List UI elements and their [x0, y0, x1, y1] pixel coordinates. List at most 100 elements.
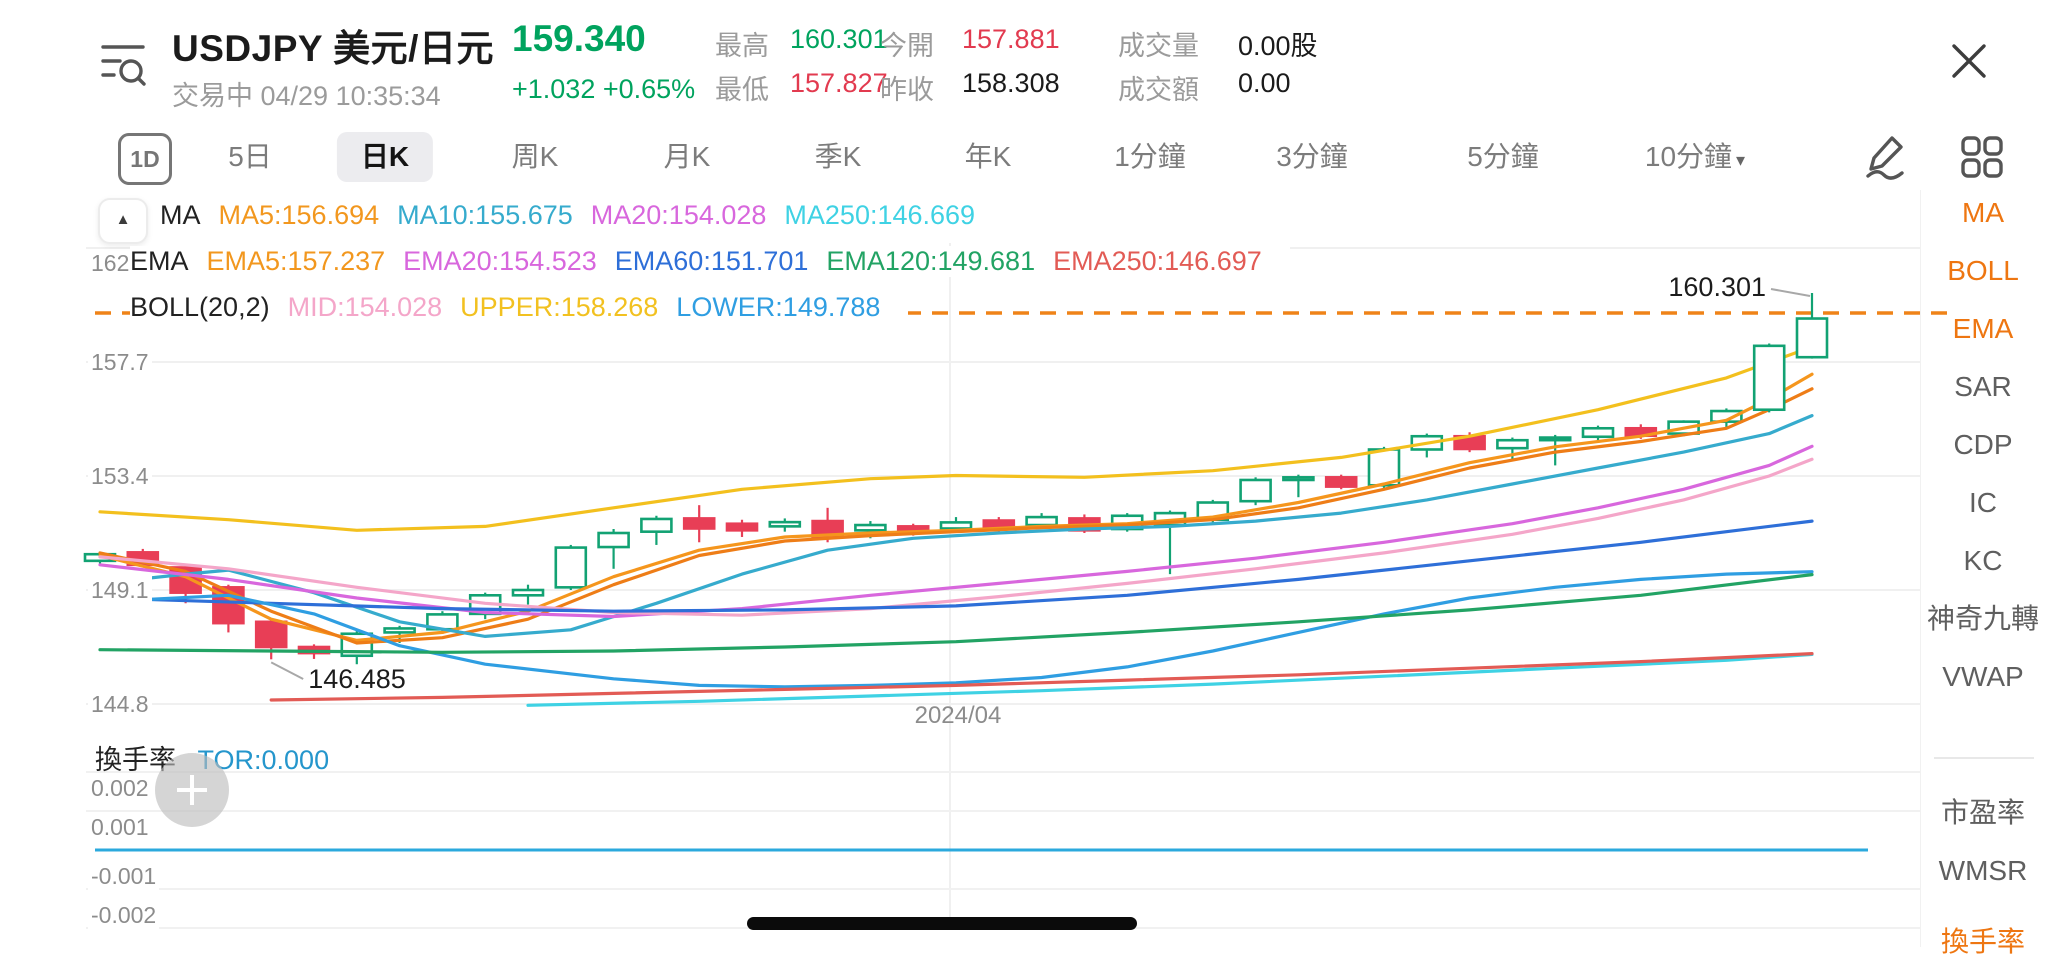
tor-label-n0001: -0.001	[88, 862, 160, 891]
add-indicator-fab[interactable]	[155, 753, 229, 827]
stat-label-volume: 成交量	[1118, 31, 1199, 61]
candle-body	[982, 519, 1016, 528]
boll-lower-value: LOWER:149.788	[676, 292, 881, 322]
candle-body	[597, 531, 630, 549]
y-axis-label-149-1: 149.1	[88, 576, 152, 605]
stat-label-high: 最高	[715, 31, 769, 61]
draw-pencil-icon[interactable]	[1862, 132, 1910, 182]
overlay-ema120	[98, 572, 1814, 654]
tor-label-0001: 0.001	[88, 813, 152, 842]
candle-body	[1367, 448, 1401, 487]
candle-body	[640, 517, 673, 533]
sidebar-item-turnover[interactable]: 換手率	[1940, 926, 2025, 957]
stat-value-low: 157.827	[790, 68, 888, 98]
candle-body	[725, 522, 759, 532]
boll-upper-value: UPPER:158.268	[460, 292, 659, 322]
high-annotation-label: 160.301	[1668, 272, 1766, 302]
x-axis-label: 2024/04	[914, 702, 1002, 729]
tab-quarterly-k[interactable]: 季K	[814, 141, 862, 172]
candle-body	[1752, 344, 1786, 412]
stat-label-turnover: 成交額	[1118, 75, 1199, 105]
tab-monthly-k[interactable]: 月K	[663, 141, 711, 172]
ema250-value: EMA250:146.697	[1053, 246, 1262, 276]
ma-legend-title: MA	[160, 200, 201, 230]
candle-body	[511, 588, 545, 597]
tab-10min-label: 10分鐘	[1644, 141, 1733, 172]
candle-body	[1795, 317, 1829, 359]
ema20-value: EMA20:154.523	[403, 246, 597, 276]
candle-body	[254, 620, 288, 649]
tab-weekly-k[interactable]: 周K	[511, 141, 559, 172]
stat-label-open: 今開	[880, 31, 934, 61]
sidebar-item-kc[interactable]: KC	[1963, 545, 2003, 576]
tab-10min-dropdown[interactable]: 10分鐘 ▾	[1645, 132, 1745, 182]
home-indicator[interactable]	[747, 917, 1137, 930]
tab-daily-k[interactable]: 日K	[336, 132, 434, 182]
overlay-ema20	[98, 444, 1814, 619]
candle-body	[854, 523, 887, 532]
sidebar-item-magic-nine[interactable]: 神奇九轉	[1926, 603, 2039, 634]
ema120-value: EMA120:149.681	[826, 246, 1036, 276]
sidebar-item-boll[interactable]: BOLL	[1947, 255, 2019, 286]
sidebar-item-ic[interactable]: IC	[1969, 487, 1997, 518]
price-change: +1.032 +0.65%	[512, 74, 696, 104]
ma10-value: MA10:155.675	[397, 200, 573, 230]
candle-body	[1496, 438, 1529, 450]
candle-body	[1282, 476, 1315, 482]
candle-body	[1538, 436, 1572, 442]
sidebar-divider-vertical	[1920, 190, 1921, 947]
high-annotation-pointer	[1770, 288, 1811, 298]
candle-body	[1581, 426, 1615, 439]
candle-body	[1239, 478, 1272, 503]
sidebar-item-ma[interactable]: MA	[1962, 197, 2004, 228]
trading-status: 交易中 04/29 10:35:34	[172, 81, 441, 111]
overlay-boll-mid-ma20	[98, 457, 1814, 617]
overlay-ema60	[98, 519, 1814, 613]
tor-label-0002: 0.002	[88, 774, 152, 803]
y-axis-label-144-8: 144.8	[88, 690, 152, 719]
sidebar-item-ema[interactable]: EMA	[1952, 313, 2014, 344]
last-price: 159.340	[512, 18, 646, 59]
indicator-grid-icon[interactable]	[1958, 133, 2006, 181]
stat-label-prev-close: 昨收	[880, 75, 934, 105]
overlay-boll-upper	[98, 345, 1814, 532]
sidebar-item-pe-ratio[interactable]: 市盈率	[1940, 797, 2025, 828]
ma20-value: MA20:154.028	[590, 200, 767, 230]
y-axis-label-153-4: 153.4	[88, 462, 152, 491]
candle-body	[383, 627, 416, 634]
overlay-ma5	[98, 387, 1814, 645]
chevron-down-icon: ▾	[1736, 150, 1746, 170]
overlay-ma250	[526, 652, 1814, 707]
sidebar-item-vwap[interactable]: VWAP	[1942, 661, 2024, 692]
candle-body	[682, 517, 716, 530]
collapse-indicator-button[interactable]: ▲	[98, 198, 148, 244]
low-annotation-label: 146.485	[308, 664, 406, 694]
candle-body	[1025, 515, 1058, 527]
overlay-boll-lower	[98, 570, 1814, 689]
boll-legend-title: BOLL(20,2)	[130, 292, 270, 322]
sidebar-item-cdp[interactable]: CDP	[1953, 429, 2013, 460]
boll-legend: BOLL(20,2) MID:154.028 UPPER:158.268 LOWER:…	[130, 292, 909, 323]
candle-body	[768, 520, 802, 528]
close-icon[interactable]	[1944, 36, 1994, 86]
tab-yearly-k[interactable]: 年K	[964, 141, 1012, 172]
ema-legend: EMA EMA5:157.237 EMA20:154.523 EMA60:151.70…	[130, 246, 1290, 277]
candle-body	[1324, 476, 1358, 488]
candle-body	[939, 521, 973, 530]
range-1d-button[interactable]: 1D	[118, 133, 172, 185]
candle-body	[554, 546, 588, 589]
stat-label-low: 最低	[715, 75, 769, 105]
search-icon[interactable]	[96, 34, 150, 88]
stat-value-volume: 0.00股	[1238, 31, 1318, 61]
tab-3min[interactable]: 3分鐘	[1276, 141, 1348, 172]
tab-5d[interactable]: 5日	[228, 141, 272, 172]
tab-5min[interactable]: 5分鐘	[1467, 141, 1539, 172]
boll-mid-value: MID:154.028	[287, 292, 443, 322]
sidebar-item-wmsr[interactable]: WMSR	[1938, 855, 2028, 886]
sidebar-section-divider	[1934, 757, 2034, 759]
sidebar-item-sar[interactable]: SAR	[1954, 371, 2012, 402]
stat-value-turnover: 0.00	[1238, 68, 1291, 98]
tab-1min[interactable]: 1分鐘	[1114, 141, 1186, 172]
